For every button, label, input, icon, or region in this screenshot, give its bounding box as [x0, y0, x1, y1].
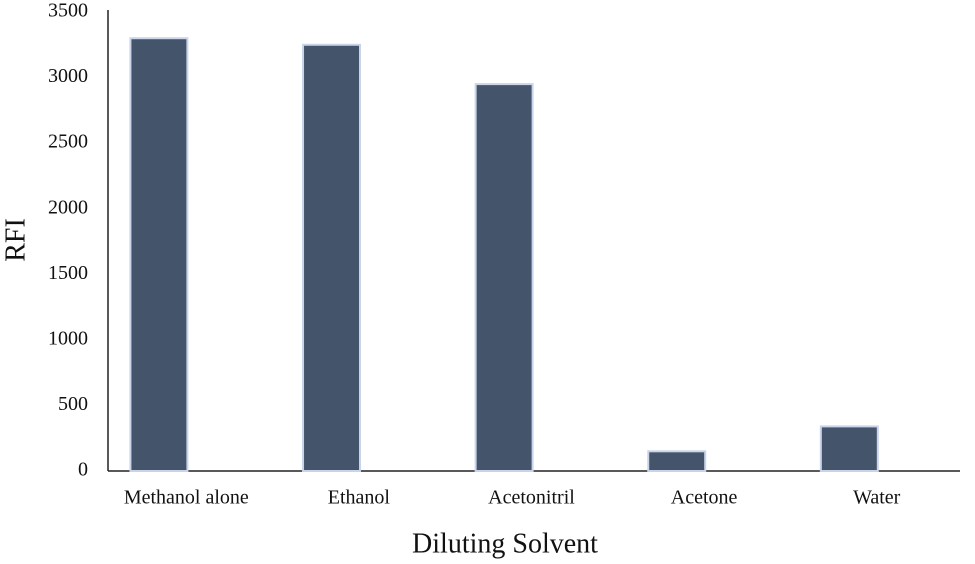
bar	[129, 37, 189, 472]
x-tick-label: Water	[853, 487, 901, 509]
y-tick-label: 3000	[48, 65, 88, 87]
x-tick-label: Acetonitril	[488, 487, 575, 509]
x-axis-title: Diluting Solvent	[412, 528, 598, 559]
y-tick-label: 3500	[48, 0, 88, 22]
y-tick-label: 1000	[48, 327, 88, 349]
bar	[474, 83, 534, 472]
y-tick-label: 2000	[48, 196, 88, 218]
bar	[819, 425, 879, 473]
y-tick-label: 1500	[48, 262, 88, 284]
x-tick-label: Acetone	[671, 487, 738, 509]
bar	[647, 450, 707, 473]
bar	[302, 43, 361, 473]
y-tick-label: 0	[78, 459, 88, 481]
x-tick-label: Methanol alone	[124, 487, 249, 509]
y-tick-label: 2500	[48, 131, 88, 153]
y-axis-title: RFI	[0, 218, 31, 262]
x-tick-label: Ethanol	[328, 487, 391, 509]
y-tick-label: 500	[58, 393, 88, 415]
